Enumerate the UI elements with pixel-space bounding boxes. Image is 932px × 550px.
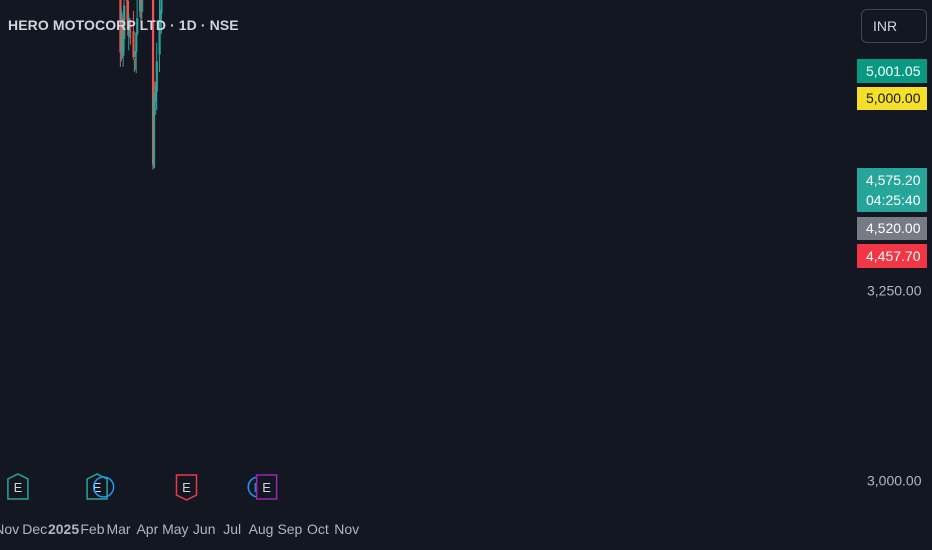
candle-body — [139, 0, 143, 4]
candle — [138, 0, 142, 18]
event-markers: EEEDE — [7, 473, 278, 501]
candle — [139, 0, 143, 23]
candle-body — [127, 25, 130, 28]
candle-body — [121, 18, 124, 50]
marker-label: E — [93, 480, 102, 495]
candle-body — [160, 0, 163, 14]
dividend-icon — [92, 476, 115, 498]
candle — [160, 0, 163, 34]
earnings-marker: E — [255, 474, 278, 500]
time-tick-label: Apr — [136, 521, 158, 537]
time-tick-label: Jul — [223, 521, 241, 537]
candles-layer — [119, 0, 163, 170]
candle — [128, 17, 131, 38]
candle — [133, 58, 136, 72]
candle-body — [128, 29, 131, 32]
marker-label: E — [182, 480, 191, 495]
candle-body — [138, 0, 142, 12]
candle-body — [155, 61, 158, 92]
time-axis: NovDec2025FebMarAprMayJunJulAugSepOctNov — [0, 521, 359, 537]
candle — [122, 33, 125, 67]
candle-body — [132, 31, 135, 58]
candle — [129, 19, 132, 45]
candle — [135, 32, 138, 74]
symbol-title: HERO MOTOCORP LTD · 1D · NSE — [8, 17, 239, 33]
candle-body — [152, 93, 156, 168]
marker-label: E — [14, 480, 23, 495]
support-level-badge: 4,457.70 — [857, 244, 927, 268]
dividend-marker — [92, 476, 115, 498]
candle-body — [122, 35, 125, 56]
candle — [141, 0, 143, 20]
candle-body — [151, 0, 155, 165]
candle — [127, 13, 130, 51]
time-tick-label: Oct — [307, 521, 329, 537]
candle-body — [136, 18, 139, 34]
candle-body — [125, 0, 129, 1]
currency-button[interactable]: INR — [861, 9, 927, 43]
candle — [155, 42, 158, 111]
candle — [132, 10, 135, 60]
target-price-badge: 5,001.05 — [857, 59, 927, 83]
time-tick-label: Aug — [249, 521, 274, 537]
time-tick-label: Sep — [277, 521, 302, 537]
time-tick-label: 2025 — [48, 521, 79, 537]
candle — [152, 93, 156, 169]
earnings-icon — [255, 474, 278, 500]
candle-body — [134, 51, 137, 57]
horizontal-level-badge: 5,000.00 — [857, 87, 927, 110]
time-tick-label: Feb — [80, 521, 104, 537]
bar-countdown: 04:25:40 — [866, 192, 921, 208]
candle — [136, 0, 139, 37]
time-tick-label: Nov — [334, 521, 359, 537]
time-tick-label: Jun — [193, 521, 216, 537]
candle-body — [159, 13, 162, 17]
candle-body — [154, 84, 157, 102]
time-tick-label: May — [162, 521, 188, 537]
marker-label: E — [262, 480, 271, 495]
candle-body — [123, 5, 126, 39]
candle — [158, 0, 161, 73]
earnings-icon — [86, 473, 108, 500]
time-tick-label: Dec — [22, 521, 47, 537]
earnings-icon — [7, 473, 29, 500]
time-tick-label: Nov — [0, 521, 19, 537]
earnings-icon — [175, 474, 198, 501]
last-price-badge: 4,575.20 04:25:40 — [857, 168, 927, 212]
earnings-marker: E — [86, 473, 108, 500]
candle — [134, 50, 137, 70]
earnings-marker: E — [7, 473, 29, 500]
time-tick-label: Mar — [106, 521, 130, 537]
candle-body — [158, 19, 161, 55]
stop-level-badge: 4,520.00 — [857, 217, 927, 240]
earnings-marker: E — [175, 474, 198, 501]
candle-body — [135, 32, 138, 53]
candle — [142, 0, 144, 12]
candle — [123, 0, 126, 53]
price-tick-label: 3,250.00 — [867, 283, 922, 299]
last-price-value: 4,575.20 — [866, 172, 921, 188]
price-tick-label: 3,000.00 — [867, 473, 922, 489]
candle-body — [133, 58, 136, 60]
candle-body — [129, 24, 132, 26]
candle-body — [126, 0, 130, 30]
